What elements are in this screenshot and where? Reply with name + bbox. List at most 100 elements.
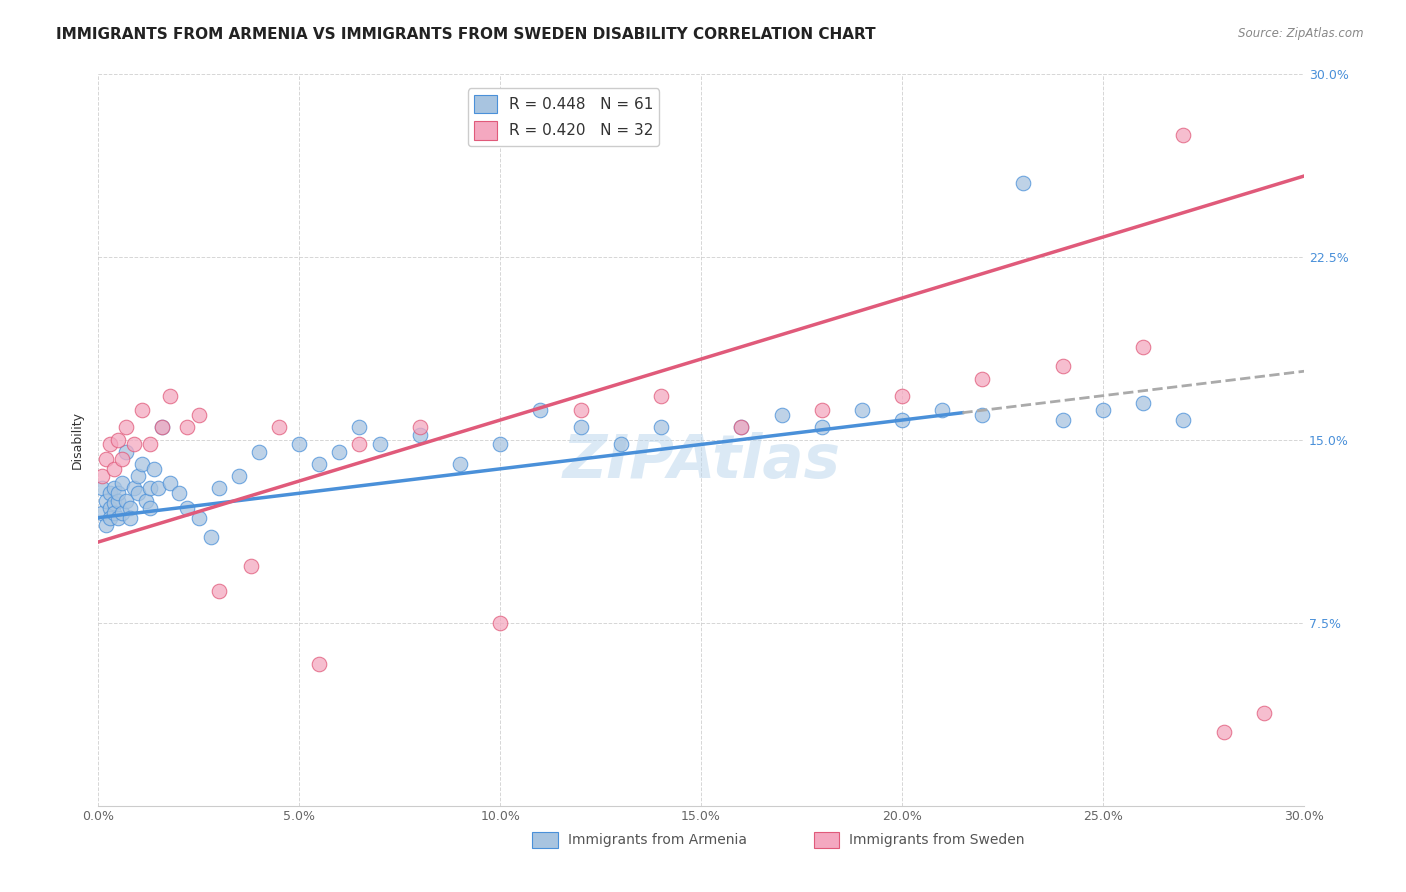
Point — [650, 389, 672, 403]
Point — [308, 657, 330, 671]
Point — [111, 452, 134, 467]
Point — [127, 486, 149, 500]
Point — [115, 493, 138, 508]
Point — [107, 486, 129, 500]
Point — [730, 420, 752, 434]
Point — [208, 482, 231, 496]
Point — [609, 437, 631, 451]
Text: Immigrants from Armenia: Immigrants from Armenia — [568, 832, 747, 847]
Point — [103, 496, 125, 510]
Point — [115, 420, 138, 434]
Point — [176, 500, 198, 515]
Point — [569, 420, 592, 434]
Point — [891, 389, 914, 403]
Point — [107, 493, 129, 508]
Point — [98, 510, 121, 524]
Point — [328, 444, 350, 458]
Point — [176, 420, 198, 434]
Point — [98, 500, 121, 515]
Text: Source: ZipAtlas.com: Source: ZipAtlas.com — [1239, 27, 1364, 40]
Point — [489, 437, 512, 451]
Point — [139, 482, 162, 496]
Point — [810, 403, 832, 417]
Point — [1173, 128, 1195, 142]
Y-axis label: Disability: Disability — [72, 410, 84, 468]
Point — [148, 482, 170, 496]
Point — [409, 420, 432, 434]
Point — [851, 403, 873, 417]
Point — [770, 408, 793, 422]
Point — [449, 457, 471, 471]
Point — [120, 500, 142, 515]
Text: IMMIGRANTS FROM ARMENIA VS IMMIGRANTS FROM SWEDEN DISABILITY CORRELATION CHART: IMMIGRANTS FROM ARMENIA VS IMMIGRANTS FR… — [56, 27, 876, 42]
Legend: R = 0.448   N = 61, R = 0.420   N = 32: R = 0.448 N = 61, R = 0.420 N = 32 — [468, 88, 659, 145]
Point — [1212, 725, 1234, 739]
Point — [111, 476, 134, 491]
Point — [1132, 396, 1154, 410]
Point — [247, 444, 270, 458]
Point — [891, 413, 914, 427]
Point — [152, 420, 174, 434]
Point — [228, 469, 250, 483]
Point — [139, 437, 162, 451]
Point — [349, 437, 371, 451]
Text: Immigrants from Sweden: Immigrants from Sweden — [849, 832, 1024, 847]
Point — [489, 615, 512, 630]
Point — [115, 444, 138, 458]
Point — [159, 476, 181, 491]
Point — [349, 420, 371, 434]
Point — [931, 403, 953, 417]
Point — [152, 420, 174, 434]
Point — [96, 452, 118, 467]
Text: ZIPAtlas: ZIPAtlas — [562, 432, 841, 491]
Point — [91, 469, 114, 483]
Point — [103, 462, 125, 476]
Point — [167, 486, 190, 500]
Point — [127, 469, 149, 483]
Point — [96, 493, 118, 508]
Point — [288, 437, 311, 451]
Point — [91, 482, 114, 496]
Point — [107, 510, 129, 524]
Point — [98, 437, 121, 451]
Point — [239, 559, 262, 574]
Point — [139, 500, 162, 515]
Point — [1253, 706, 1275, 720]
Point — [650, 420, 672, 434]
Point — [200, 530, 222, 544]
Point — [131, 403, 153, 417]
Point — [159, 389, 181, 403]
Point — [1132, 340, 1154, 354]
Point — [1052, 359, 1074, 374]
Point — [730, 420, 752, 434]
Point — [972, 408, 994, 422]
Point — [1173, 413, 1195, 427]
Point — [1011, 177, 1033, 191]
Point — [124, 482, 146, 496]
Point — [98, 486, 121, 500]
Point — [96, 518, 118, 533]
Point — [131, 457, 153, 471]
Point — [267, 420, 290, 434]
Point — [308, 457, 330, 471]
Point — [187, 408, 209, 422]
Point — [368, 437, 391, 451]
Point — [529, 403, 551, 417]
Point — [103, 482, 125, 496]
Point — [120, 510, 142, 524]
Point — [107, 433, 129, 447]
Point — [972, 371, 994, 385]
Point — [103, 506, 125, 520]
Point — [143, 462, 166, 476]
Point — [124, 437, 146, 451]
Point — [111, 506, 134, 520]
Point — [810, 420, 832, 434]
Point — [135, 493, 157, 508]
Point — [208, 583, 231, 598]
Point — [569, 403, 592, 417]
Point — [1092, 403, 1115, 417]
Point — [409, 427, 432, 442]
Point — [1052, 413, 1074, 427]
Point — [187, 510, 209, 524]
Point — [91, 506, 114, 520]
